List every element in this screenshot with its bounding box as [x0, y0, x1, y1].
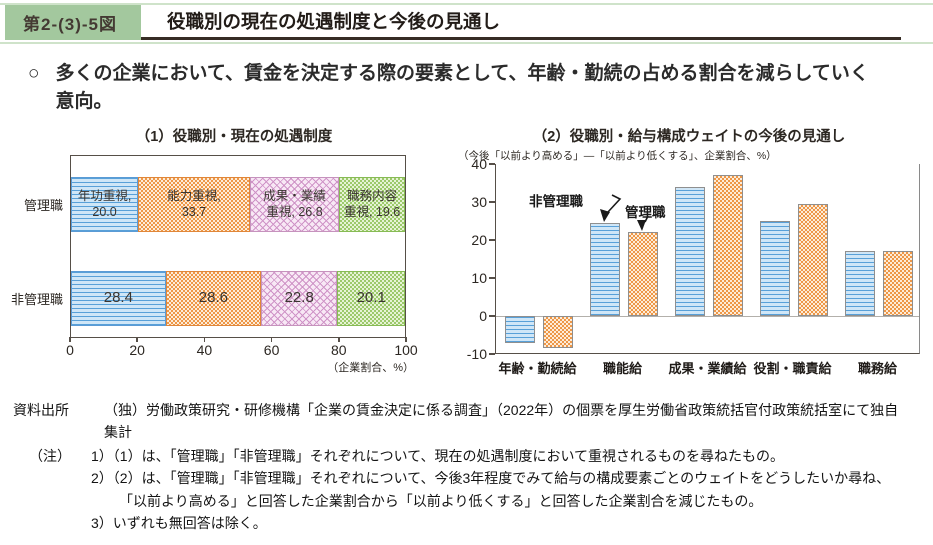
- bar-管理職-職能給: [627, 232, 658, 317]
- source-label: 資料出所: [13, 402, 69, 419]
- x-tick-mark: [270, 337, 273, 343]
- x-tick-mark: [405, 337, 407, 343]
- bar-管理職-役割・職責給: [797, 203, 828, 317]
- category-label: 職能給: [602, 361, 643, 377]
- y-tick-label: 0: [479, 308, 487, 325]
- x-tick-mark: [338, 337, 340, 343]
- x-tick-label: 60: [263, 342, 280, 359]
- circle-bullet-icon: ○: [28, 63, 40, 84]
- bar-segment-label: 20.1: [356, 289, 386, 307]
- row-label-hikanrishoku: 非管理職: [10, 292, 63, 308]
- bar-管理職-年齢・勤続給: [542, 316, 573, 349]
- x-tick-mark: [69, 337, 71, 343]
- zero-line: [496, 316, 919, 318]
- bar-非管理職-職能給: [589, 222, 620, 317]
- y-tick-mark: [489, 201, 495, 203]
- chart2-plot: 非管理職 管理職 40 30 20 10 0 -10: [467, 156, 920, 362]
- chart-current-treatment: （1）役職別・現在の処遇制度 管理職 非管理職 年功重視, 20.0 能力重視, 33…: [11, 125, 444, 374]
- bar-segment-label: 年功重視, 20.0: [77, 188, 132, 219]
- chart-future-outlook: （2）役職別・給与構成ウェイトの今後の見通し （今後「以前より高める」―「以前よ…: [450, 125, 928, 377]
- bar-segment: 22.8: [261, 271, 338, 327]
- figure-title: 役職別の現在の処遇制度と今後の見通し: [141, 5, 901, 40]
- x-tick-mark: [136, 337, 138, 343]
- y-tick-label: 20: [471, 232, 487, 249]
- bar-segment-label: 28.4: [103, 289, 133, 307]
- charts-area: （1）役職別・現在の処遇制度 管理職 非管理職 年功重視, 20.0 能力重視, 33…: [0, 121, 933, 387]
- y-tick-mark: [489, 315, 495, 317]
- row-label-kanrishoku: 管理職: [23, 198, 63, 214]
- note-item: 3）いずれも無回答は除く。: [91, 515, 267, 532]
- chart1-x-axis: （企業割合、%） 0 20 40 60 80 100: [66, 337, 418, 374]
- annotation-hikanrishoku: 非管理職: [529, 194, 583, 210]
- y-tick-mark: [489, 239, 495, 241]
- category-label: 年齢・勤続給: [498, 361, 577, 377]
- bar-segment-label: 職務内容 重視, 19.6: [343, 188, 401, 219]
- bar-segment: 職務内容 重視, 19.6: [339, 177, 405, 233]
- chart2-subtitle: （今後「以前より高める」―「以前より低くする」、企業割合、%）: [458, 150, 777, 163]
- category-label: 職務給: [857, 361, 898, 377]
- bar-segment: 能力重視, 33.7: [138, 177, 250, 233]
- y-tick-label: 30: [471, 194, 487, 211]
- chart1-axis-unit-label: （企業割合、%）: [327, 362, 414, 375]
- chart1-plot: 管理職 非管理職 年功重視, 20.0 能力重視, 33.7 成果・業績 重視, 26.8…: [11, 155, 406, 339]
- note-item: 2）（2）は、「管理職」「非管理職」それぞれについて、今後3年程度でみて給与の構…: [91, 470, 891, 509]
- chart1-title: （1）役職別・現在の処遇制度: [135, 129, 333, 146]
- bar-管理職-成果・業績給: [712, 175, 743, 317]
- bar-非管理職-年齢・勤続給: [504, 316, 535, 343]
- lead-bullet: ○ 多くの企業において、賃金を決定する際の要素として、年齢・勤続の占める割合を減…: [28, 60, 923, 115]
- note-label: （注）: [29, 447, 71, 464]
- bar-非管理職-役割・職責給: [759, 221, 790, 317]
- bar-segment: 20.1: [337, 271, 405, 327]
- bar-非管理職-職務給: [844, 250, 875, 317]
- bar-segment-label: 28.6: [198, 289, 228, 307]
- category-label: 役割・職責給: [753, 361, 832, 377]
- category-label: 成果・業績給: [668, 361, 747, 377]
- stacked-bar-非管理職: 28.4 28.6 22.8 20.1: [71, 271, 405, 327]
- x-tick-mark: [203, 337, 206, 343]
- note-items: 1）（1）は、「管理職」「非管理職」それぞれについて、現在の処遇制度において重視…: [71, 445, 909, 535]
- x-tick-label: 0: [66, 342, 74, 359]
- chart2-title: （2）役職別・給与構成ウェイトの今後の見通し: [532, 129, 846, 146]
- lead-text-line2: 意向。: [55, 90, 113, 112]
- source-row: 資料出所 （独）労働政策研究・研修機構「企業の賃金決定に係る調査」（2022年）…: [13, 399, 909, 444]
- y-tick-label: -10: [466, 346, 487, 363]
- y-tick-mark: [489, 277, 495, 279]
- x-tick-label: 20: [129, 342, 145, 359]
- note-row: （注） 1）（1）は、「管理職」「非管理職」それぞれについて、現在の処遇制度にお…: [13, 445, 909, 535]
- notes-block: 資料出所 （独）労働政策研究・研修機構「企業の賃金決定に係る調査」（2022年）…: [13, 399, 909, 534]
- bar-segment: 28.6: [165, 271, 261, 327]
- annotation-kanrishoku: 管理職: [625, 205, 666, 221]
- bar-segment: 成果・業績 重視, 26.8: [249, 177, 340, 233]
- bar-segment: 年功重視, 20.0: [71, 177, 139, 233]
- bar-segment: 28.4: [71, 271, 166, 327]
- figure-header: 第2-(3)-5図 役職別の現在の処遇制度と今後の見通し: [0, 3, 933, 44]
- y-tick-label: 40: [471, 156, 487, 173]
- note-item: 1）（1）は、「管理職」「非管理職」それぞれについて、現在の処遇制度において重視…: [91, 447, 785, 464]
- y-tick-label: 10: [471, 270, 487, 287]
- source-text: （独）労働政策研究・研修機構「企業の賃金決定に係る調査」（2022年）の個票を厚…: [104, 402, 899, 441]
- x-tick-label: 100: [394, 342, 418, 359]
- chart2-category-labels: 年齢・勤続給 職能給 成果・業績給 役割・職責給 職務給: [495, 354, 920, 377]
- y-tick-mark: [489, 353, 495, 355]
- x-tick-label: 80: [331, 342, 347, 359]
- lead-text: 多くの企業において、賃金を決定する際の要素として、年齢・勤続の占める割合を減らし…: [55, 60, 868, 115]
- stacked-bar-管理職: 年功重視, 20.0 能力重視, 33.7 成果・業績 重視, 26.8 職務内容 重視, 1…: [71, 177, 405, 233]
- bar-管理職-職務給: [882, 250, 913, 317]
- figure-number-badge: 第2-(3)-5図: [5, 5, 142, 40]
- bar-非管理職-成果・業績給: [674, 186, 705, 317]
- bar-segment-label: 能力重視, 33.7: [167, 188, 221, 219]
- lead-text-line1: 多くの企業において、賃金を決定する際の要素として、年齢・勤続の占める割合を減らし…: [55, 63, 869, 84]
- x-tick-label: 40: [196, 342, 213, 359]
- bar-segment-label: 22.8: [284, 289, 314, 307]
- bar-segment-label: 成果・業績 重視, 26.8: [263, 188, 326, 219]
- y-tick-mark: [489, 163, 495, 165]
